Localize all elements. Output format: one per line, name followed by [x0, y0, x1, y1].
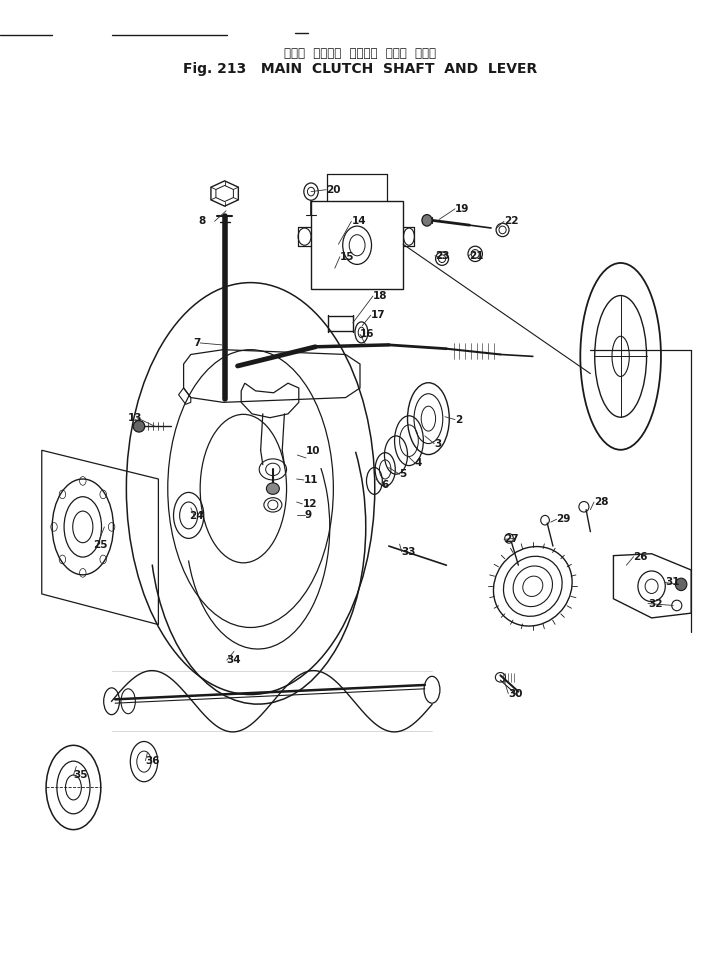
Text: 2: 2	[455, 415, 462, 424]
Text: 21: 21	[469, 251, 483, 261]
Ellipse shape	[422, 215, 432, 226]
Text: 5: 5	[400, 469, 407, 479]
Text: 29: 29	[557, 514, 571, 524]
Text: 25: 25	[94, 540, 108, 550]
Text: 33: 33	[402, 547, 416, 557]
Text: 18: 18	[373, 291, 387, 301]
Text: 28: 28	[594, 497, 608, 507]
Text: 20: 20	[326, 185, 341, 194]
Bar	[311, 201, 403, 289]
Ellipse shape	[266, 483, 279, 494]
Text: 27: 27	[504, 535, 518, 544]
Ellipse shape	[675, 579, 687, 590]
Text: 26: 26	[634, 552, 648, 561]
Text: 17: 17	[371, 310, 385, 320]
Text: 23: 23	[435, 251, 449, 261]
Text: 35: 35	[73, 770, 88, 780]
Text: 16: 16	[360, 330, 374, 339]
Text: 15: 15	[340, 252, 354, 262]
Ellipse shape	[133, 421, 145, 432]
Text: 24: 24	[189, 512, 203, 521]
Text: 13: 13	[128, 413, 143, 422]
Text: 10: 10	[306, 446, 320, 456]
Text: 22: 22	[504, 217, 518, 226]
Text: 31: 31	[665, 578, 680, 587]
Text: 11: 11	[304, 475, 318, 485]
Text: 4: 4	[415, 458, 422, 468]
Text: 6: 6	[382, 480, 389, 490]
Text: メイン  クラッチ  シャフト  および  レバー: メイン クラッチ シャフト および レバー	[284, 47, 436, 60]
Text: 8: 8	[198, 217, 205, 226]
Text: 12: 12	[302, 499, 317, 509]
Text: 30: 30	[508, 689, 523, 698]
Text: 7: 7	[193, 338, 200, 348]
Text: 32: 32	[648, 599, 662, 608]
Text: 34: 34	[227, 655, 241, 665]
Text: 9: 9	[305, 511, 312, 520]
Text: Fig. 213   MAIN  CLUTCH  SHAFT  AND  LEVER: Fig. 213 MAIN CLUTCH SHAFT AND LEVER	[183, 62, 537, 76]
Text: 14: 14	[351, 217, 366, 226]
Text: 3: 3	[434, 439, 441, 448]
Text: 19: 19	[455, 204, 469, 214]
Text: 36: 36	[145, 756, 160, 765]
